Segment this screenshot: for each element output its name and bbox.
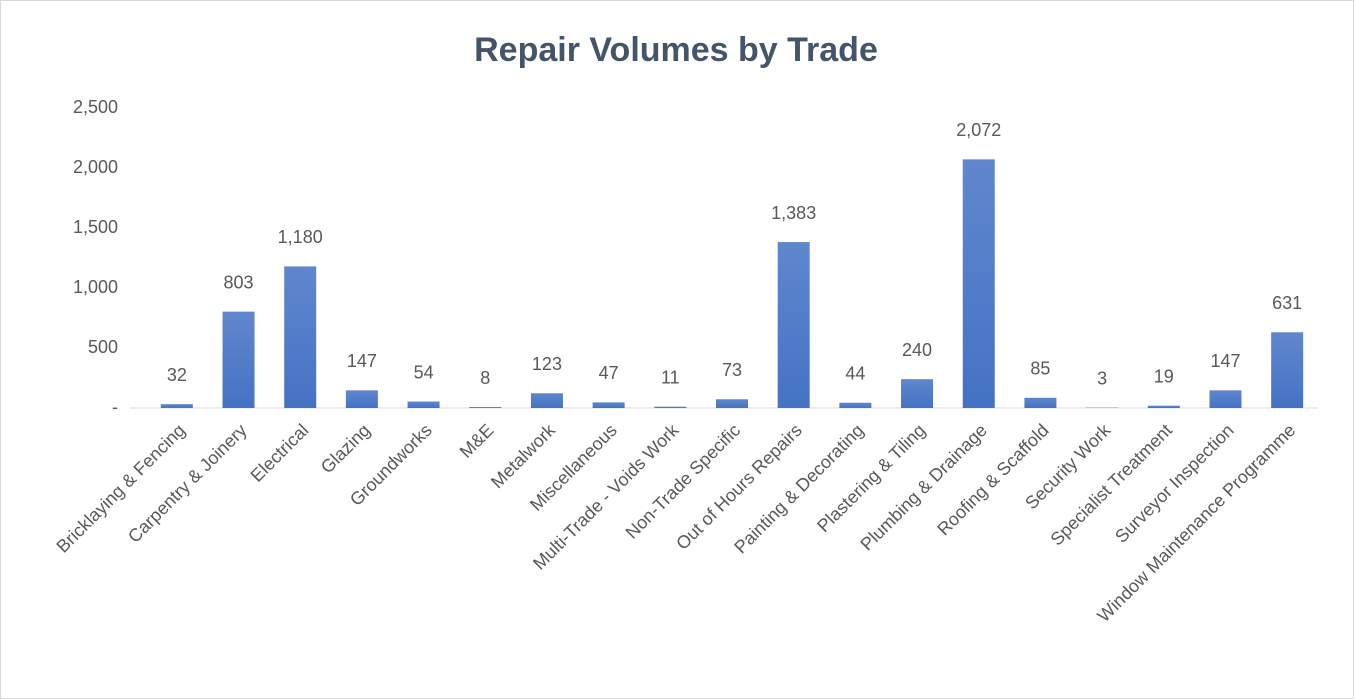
bar xyxy=(839,402,872,408)
data-label: 240 xyxy=(902,340,932,360)
data-label: 123 xyxy=(532,354,562,374)
bar xyxy=(962,159,995,408)
data-label: 2,072 xyxy=(956,120,1001,140)
data-label: 803 xyxy=(224,272,254,292)
bar xyxy=(777,242,810,408)
bar xyxy=(160,404,193,408)
data-label: 8 xyxy=(480,368,490,388)
data-label: 147 xyxy=(1210,351,1240,371)
y-tick-label: 2,000 xyxy=(73,157,118,177)
bar xyxy=(222,311,255,408)
chart-title: Repair Volumes by Trade xyxy=(474,31,878,69)
data-label: 19 xyxy=(1154,366,1174,386)
data-label: 1,180 xyxy=(278,227,323,247)
bar xyxy=(284,266,317,408)
bar xyxy=(345,390,378,408)
bar xyxy=(592,402,625,408)
y-tick-label: 1,500 xyxy=(73,217,118,237)
data-label: 3 xyxy=(1097,368,1107,388)
bar xyxy=(1271,332,1304,408)
data-label: 73 xyxy=(722,360,742,380)
bar xyxy=(654,406,687,408)
data-label: 54 xyxy=(414,362,434,382)
bar xyxy=(530,393,563,408)
data-label: 85 xyxy=(1030,359,1050,379)
data-label: 1,383 xyxy=(771,203,816,223)
data-label: 631 xyxy=(1272,293,1302,313)
data-label: 32 xyxy=(167,365,187,385)
bar xyxy=(469,407,502,408)
y-tick-label: - xyxy=(112,397,118,417)
bar xyxy=(1209,390,1242,408)
data-label: 11 xyxy=(661,367,680,387)
data-label: 147 xyxy=(347,351,377,371)
bar xyxy=(716,399,748,408)
bar xyxy=(1147,405,1180,408)
data-label: 44 xyxy=(845,363,865,383)
bar xyxy=(407,401,440,408)
y-tick-label: 1,000 xyxy=(73,277,118,297)
bar xyxy=(901,379,934,408)
y-tick-label: 500 xyxy=(88,337,118,357)
y-tick-label: 2,500 xyxy=(73,97,118,117)
bar xyxy=(1024,397,1057,408)
data-label: 47 xyxy=(599,363,619,383)
